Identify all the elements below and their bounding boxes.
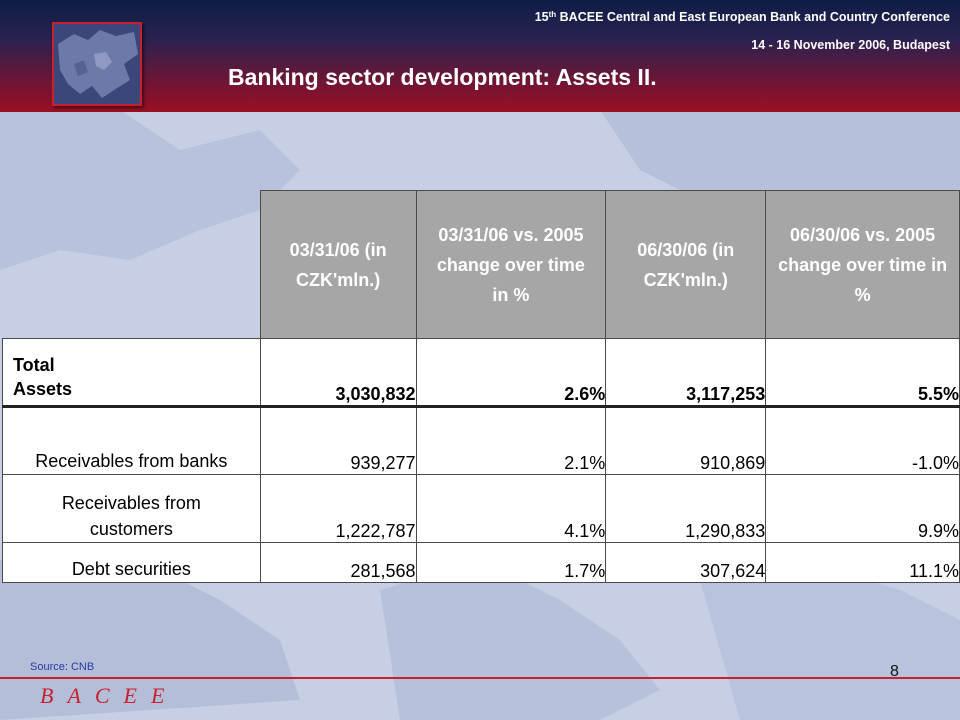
row-label: Total Assets [2, 338, 261, 408]
table-cell: 1,290,833 [605, 474, 767, 543]
table-cell: 1.7% [415, 542, 607, 583]
row-label: Receivables from customers [2, 474, 261, 543]
table-row: Total Assets 3,030,832 2.6% 3,117,253 5.… [2, 338, 960, 408]
table-cell: 1,222,787 [259, 474, 417, 543]
row-label: Debt securities [2, 542, 261, 583]
page-number: 8 [890, 663, 899, 680]
slide-title: Banking sector development: Assets II. [228, 64, 657, 90]
table-cell: 11.1% [765, 542, 960, 583]
table-row: Receivables from banks 939,277 2.1% 910,… [2, 406, 960, 475]
table-cell: -1.0% [765, 406, 960, 475]
table-row: Receivables from customers 1,222,787 4.1… [2, 474, 960, 543]
column-header: 06/30/06 vs. 2005 change over time in % [765, 190, 960, 339]
source-note: Source: CNB [30, 661, 95, 673]
europe-map-logo [52, 22, 142, 106]
table-cell: 307,624 [605, 542, 767, 583]
header-band [0, 0, 960, 112]
table-cell: 910,869 [605, 406, 767, 475]
assets-table: 03/31/06 (in CZK'mln.) 03/31/06 vs. 2005… [2, 190, 960, 583]
column-header: 06/30/06 (in CZK'mln.) [605, 190, 767, 339]
table-cell: 5.5% [765, 338, 960, 408]
table-cell: 3,117,253 [605, 338, 767, 408]
conference-date: 14 - 16 November 2006, Budapest [751, 38, 950, 52]
table-cell: 4.1% [415, 474, 607, 543]
column-header: 03/31/06 (in CZK'mln.) [259, 190, 417, 339]
table-corner [3, 191, 261, 339]
bacee-logo: BACEE [40, 683, 179, 708]
table-cell: 939,277 [259, 406, 417, 475]
table-cell: 2.6% [415, 338, 607, 408]
table-cell: 9.9% [765, 474, 960, 543]
table-cell: 3,030,832 [259, 338, 417, 408]
table-cell: 2.1% [415, 406, 607, 475]
column-header: 03/31/06 vs. 2005 change over time in % [415, 190, 607, 339]
footer-divider [0, 677, 960, 679]
table-cell: 281,568 [259, 542, 417, 583]
europe-map-icon [54, 24, 140, 104]
table-row: Debt securities 281,568 1.7% 307,624 11.… [2, 542, 960, 583]
row-label: Receivables from banks [2, 406, 261, 475]
table-header-row: 03/31/06 (in CZK'mln.) 03/31/06 vs. 2005… [3, 190, 960, 339]
conference-title: 15th BACEE Central and East European Ban… [534, 10, 950, 24]
